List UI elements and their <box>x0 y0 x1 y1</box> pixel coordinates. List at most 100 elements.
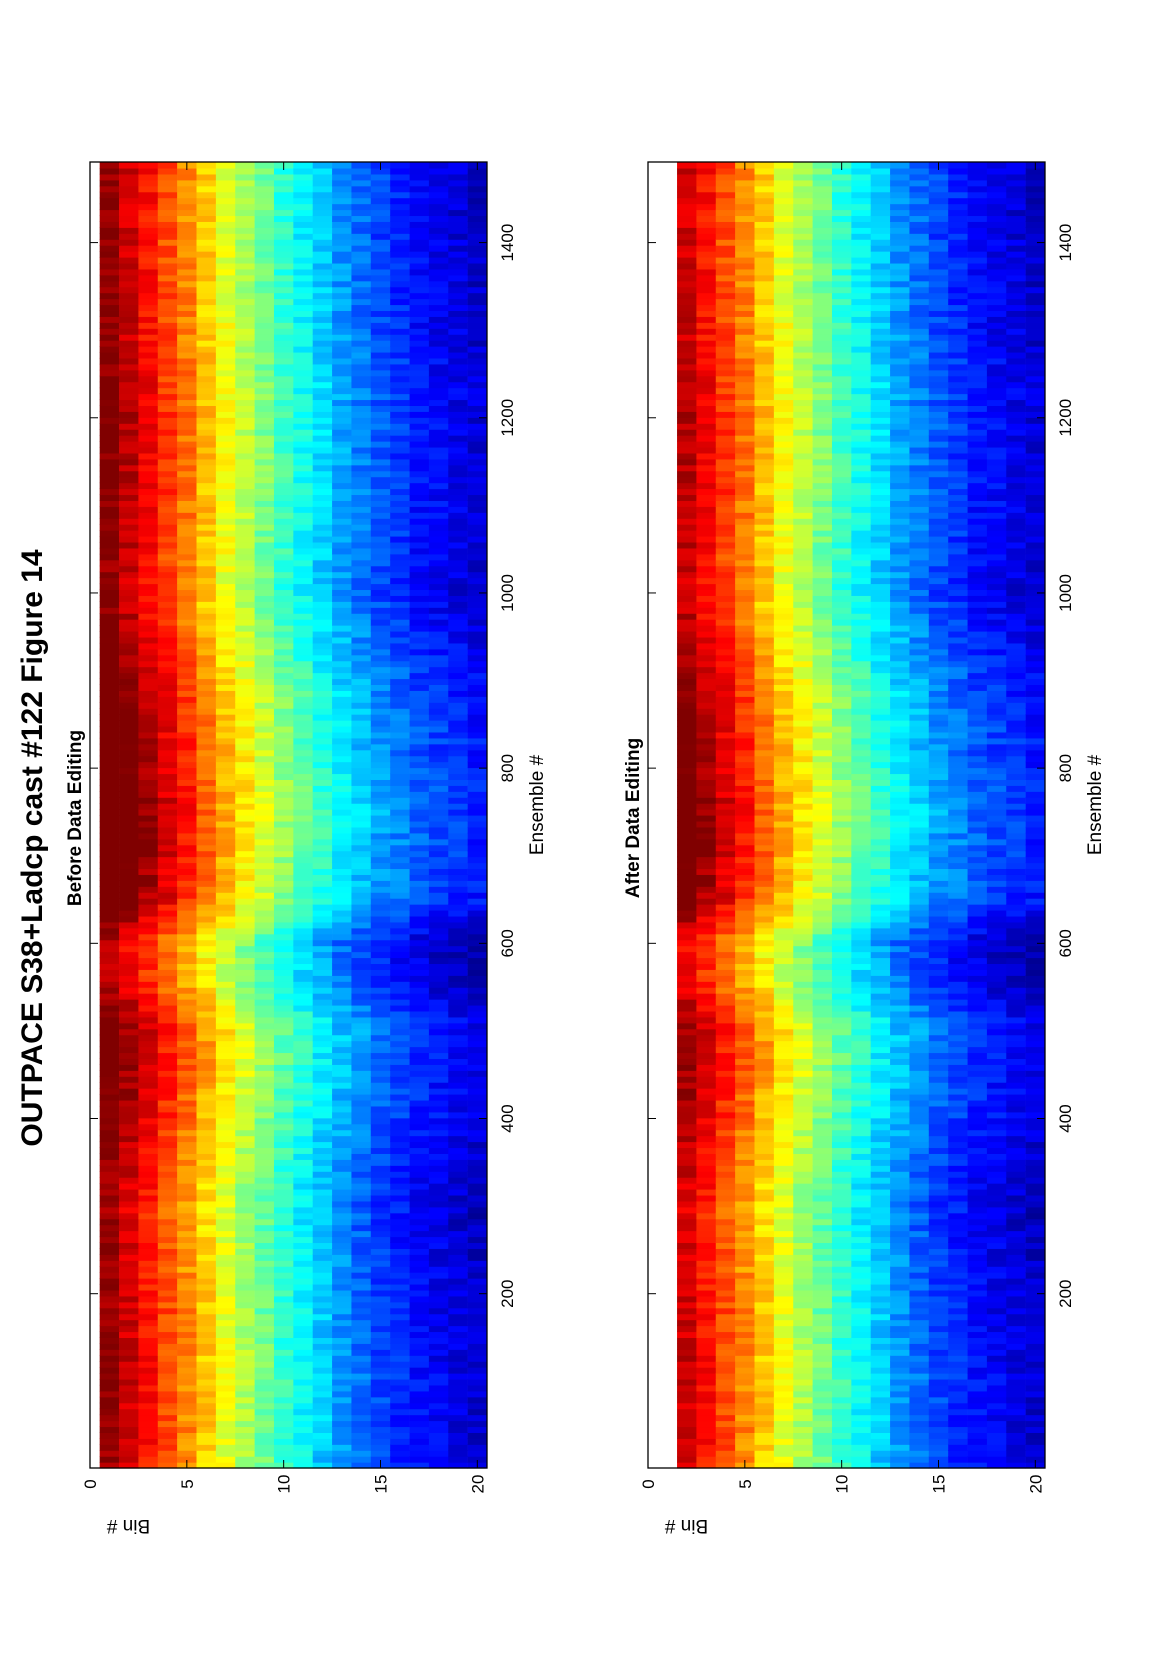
heatmap-cell <box>677 749 697 757</box>
heatmap-cell <box>157 915 178 923</box>
heatmap-cell <box>677 340 697 347</box>
heatmap-cell <box>273 666 294 674</box>
heatmap-cell <box>428 969 449 976</box>
heatmap-cell <box>119 488 139 496</box>
heatmap-cell <box>390 731 410 739</box>
heatmap-cell <box>157 286 178 294</box>
heatmap-cell <box>138 755 159 763</box>
heatmap-cell <box>677 1450 697 1457</box>
heatmap-cell <box>273 316 294 323</box>
heatmap-cell <box>370 886 391 893</box>
heatmap-cell <box>351 1414 372 1422</box>
heatmap-cell <box>215 880 236 887</box>
heatmap-cell <box>428 1212 449 1220</box>
heatmap-cell <box>177 351 197 359</box>
heatmap-cell <box>428 625 449 632</box>
heatmap-cell <box>157 826 178 834</box>
heatmap-cell <box>351 1420 372 1428</box>
heatmap-cell <box>370 1200 391 1208</box>
heatmap-cell <box>293 939 314 947</box>
heatmap-cell <box>157 595 178 602</box>
heatmap-cell <box>677 714 697 721</box>
heatmap-cell <box>448 1378 468 1386</box>
heatmap-cell <box>390 1224 410 1232</box>
heatmap-cell <box>312 256 333 264</box>
heatmap-cell <box>177 1456 197 1463</box>
heatmap-cell <box>448 1456 468 1463</box>
heatmap-cell <box>157 405 178 412</box>
heatmap-cell <box>273 571 294 579</box>
heatmap-cell <box>409 399 430 406</box>
heatmap-cell <box>177 1230 197 1238</box>
heatmap-cell <box>138 221 159 228</box>
heatmap-cell <box>428 1414 449 1422</box>
heatmap-cell <box>370 815 391 822</box>
heatmap-cell <box>409 268 430 276</box>
heatmap-cell <box>196 458 217 466</box>
heatmap-cell <box>215 862 236 870</box>
heatmap-cell <box>715 832 736 840</box>
heatmap-cell <box>293 1159 314 1166</box>
heatmap-cell <box>351 1343 372 1350</box>
heatmap-cell <box>351 1082 372 1089</box>
heatmap-cell <box>177 452 197 460</box>
heatmap-cell <box>428 981 449 988</box>
heatmap-cell <box>215 820 236 828</box>
heatmap-cell <box>448 1248 468 1255</box>
heatmap-cell <box>370 850 391 858</box>
heatmap-cell <box>696 1349 717 1356</box>
heatmap-cell <box>119 1159 139 1166</box>
heatmap-cell <box>448 346 468 353</box>
heatmap-cell <box>138 613 159 620</box>
heatmap-cell <box>390 1426 410 1433</box>
heatmap-cell <box>273 720 294 727</box>
heatmap-cell <box>677 239 697 246</box>
heatmap-cell <box>715 909 736 917</box>
heatmap-cell <box>428 1200 449 1208</box>
heatmap-cell <box>390 1438 410 1445</box>
heatmap-cell <box>467 1319 488 1327</box>
heatmap-cell <box>196 630 217 638</box>
heatmap-cell <box>332 541 352 549</box>
heatmap-cell <box>235 1420 255 1428</box>
heatmap-cell <box>119 666 139 674</box>
heatmap-cell <box>157 1319 178 1327</box>
heatmap-cell <box>351 162 372 169</box>
heatmap-cell <box>351 340 372 347</box>
heatmap-cell <box>196 1343 217 1350</box>
heatmap-cell <box>448 328 468 335</box>
heatmap-cell <box>99 423 120 430</box>
heatmap-cell <box>235 363 255 371</box>
heatmap-cell <box>312 399 333 406</box>
heatmap-cell <box>332 328 352 335</box>
heatmap-cell <box>448 1111 468 1119</box>
heatmap-cell <box>254 221 275 228</box>
heatmap-cell <box>119 185 139 193</box>
heatmap-cell <box>138 648 159 656</box>
heatmap-cell <box>99 969 120 976</box>
heatmap-cell <box>370 1082 391 1089</box>
heatmap-cell <box>273 446 294 454</box>
heatmap-cell <box>312 797 333 804</box>
heatmap-cell <box>467 1349 488 1356</box>
heatmap-cell <box>235 1070 255 1077</box>
heatmap-cell <box>715 1367 736 1374</box>
heatmap-cell <box>273 767 294 775</box>
heatmap-cell <box>715 1432 736 1439</box>
heatmap-cell <box>254 256 275 264</box>
heatmap-cell <box>677 1343 697 1350</box>
heatmap-cell <box>390 233 410 240</box>
heatmap-cell <box>99 162 120 169</box>
heatmap-cell <box>332 720 352 727</box>
heatmap-cell <box>138 256 159 264</box>
heatmap-cell <box>428 227 449 234</box>
heatmap-cell <box>157 933 178 941</box>
heatmap-cell <box>677 423 697 430</box>
heatmap-cell <box>254 1200 275 1208</box>
heatmap-cell <box>273 1242 294 1249</box>
heatmap-cell <box>715 803 736 810</box>
heatmap-cell <box>696 583 717 591</box>
heatmap-cell <box>312 239 333 246</box>
heatmap-cell <box>99 1414 120 1422</box>
heatmap-cell <box>273 820 294 828</box>
